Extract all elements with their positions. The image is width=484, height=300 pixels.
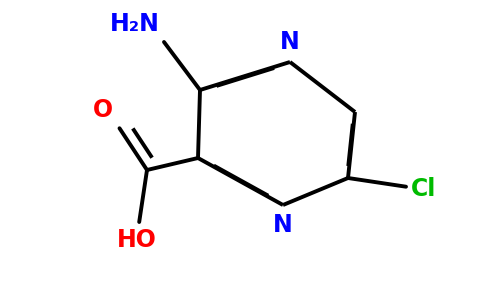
Text: N: N (280, 30, 300, 54)
Text: Cl: Cl (411, 177, 437, 201)
Text: HO: HO (117, 228, 157, 252)
Text: N: N (273, 213, 293, 237)
Text: O: O (93, 98, 114, 122)
Text: H₂N: H₂N (110, 12, 160, 36)
